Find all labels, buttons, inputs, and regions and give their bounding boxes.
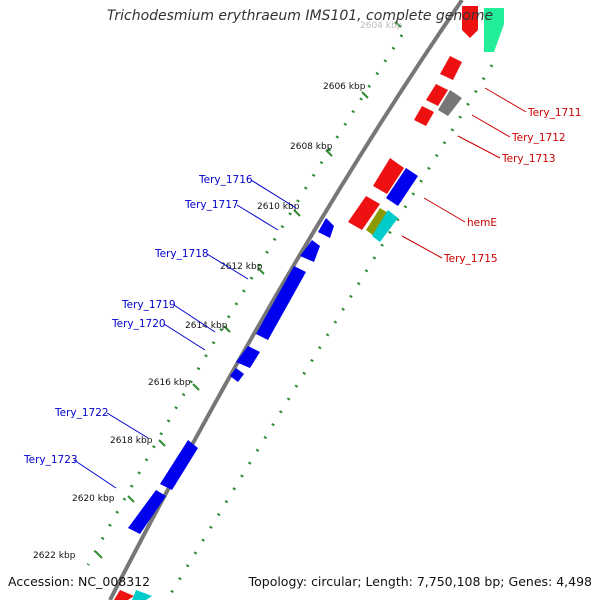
genome-stats: Topology: circular; Length: 7,750,108 bp… xyxy=(249,574,592,589)
label-line-tery-1715 xyxy=(401,235,443,259)
scale-label-2608: 2608 kbp xyxy=(290,142,333,152)
label-tery-1717[interactable]: Tery_1717 xyxy=(184,199,239,211)
label-line-tery-1718 xyxy=(206,253,249,280)
scale-label-2622: 2622 kbp xyxy=(33,551,76,561)
accession-value: NC_008312 xyxy=(78,574,151,589)
gene-forward-gray[interactable] xyxy=(438,90,462,116)
gene-reverse-1[interactable] xyxy=(318,218,334,238)
map-title: Trichodesmium erythraeum IMS101, complet… xyxy=(106,8,494,24)
gene-forward-bottom-1[interactable] xyxy=(114,590,134,600)
gene-forward-7[interactable] xyxy=(348,196,380,230)
genes-text: Genes: 4,498 xyxy=(508,574,592,589)
topology-text: Topology: circular; xyxy=(248,574,362,589)
label-tery-1712[interactable]: Tery_1712 xyxy=(511,132,566,144)
scale-tick-2620 xyxy=(127,495,135,503)
gene-reverse-3[interactable] xyxy=(256,266,306,340)
scale-label-2620: 2620 kbp xyxy=(72,494,115,504)
gene-reverse-2[interactable] xyxy=(300,240,320,262)
gene-forward-4[interactable] xyxy=(426,84,448,106)
scale-label-2612: 2612 kbp xyxy=(220,262,263,272)
scale-tick-2608 xyxy=(325,149,333,157)
reverse-genes xyxy=(128,218,334,534)
forward-gene-labels: Tery_1711 Tery_1712 Tery_1713 hemE Tery_… xyxy=(401,87,582,265)
scale-tick-2622 xyxy=(95,551,103,559)
label-line-tery-1713 xyxy=(457,135,501,159)
gene-forward-2[interactable] xyxy=(484,8,504,52)
label-line-tery-1712 xyxy=(471,114,511,138)
accession-info: Accession: NC_008312 xyxy=(8,574,150,589)
scale-label-2606: 2606 kbp xyxy=(323,82,366,92)
label-line-tery-1720 xyxy=(163,323,206,351)
gene-forward-cyan[interactable] xyxy=(372,210,398,242)
scale-tick-2614 xyxy=(223,325,231,333)
gene-reverse-5[interactable] xyxy=(230,368,244,382)
accession-label: Accession: xyxy=(8,574,75,589)
gene-reverse-7[interactable] xyxy=(128,490,166,534)
scale-tick-2616 xyxy=(192,383,200,391)
label-heme[interactable]: hemE xyxy=(467,217,497,229)
label-tery-1713[interactable]: Tery_1713 xyxy=(501,153,556,165)
gene-forward-1[interactable] xyxy=(462,6,478,38)
scale-label-2610: 2610 kbp xyxy=(257,202,300,212)
label-tery-1720[interactable]: Tery_1720 xyxy=(111,318,166,330)
gene-forward-5[interactable] xyxy=(414,106,434,126)
scale-tick-2610 xyxy=(293,209,301,217)
label-tery-1723[interactable]: Tery_1723 xyxy=(23,454,78,466)
scale-tick-2612 xyxy=(257,267,265,275)
gene-reverse-6[interactable] xyxy=(160,440,198,490)
gene-forward-bottom-2[interactable] xyxy=(132,590,152,600)
scale-label-2616: 2616 kbp xyxy=(148,378,191,388)
label-line-tery-1717 xyxy=(236,204,279,231)
label-line-tery-1722 xyxy=(106,412,149,439)
label-line-tery-1723 xyxy=(73,459,117,489)
label-tery-1722[interactable]: Tery_1722 xyxy=(54,407,109,419)
label-tery-1715[interactable]: Tery_1715 xyxy=(443,253,498,265)
gene-forward-6[interactable] xyxy=(373,158,404,194)
scale-label-2604: 2604 kbp xyxy=(360,21,403,31)
gene-reverse-4[interactable] xyxy=(236,346,260,368)
reverse-gene-labels: Tery_1716 Tery_1717 Tery_1718 Tery_1719 … xyxy=(23,174,297,489)
length-text: Length: 7,750,108 bp; xyxy=(365,574,505,589)
scale-tick-2606 xyxy=(361,91,369,99)
gene-forward-3[interactable] xyxy=(440,56,462,80)
scale-tick-2618 xyxy=(158,439,166,447)
scale-ticks: 2604 kbp 2606 kbp 2608 kbp 2610 kbp 2612… xyxy=(33,21,403,561)
label-tery-1716[interactable]: Tery_1716 xyxy=(198,174,253,186)
forward-genes xyxy=(114,6,504,600)
label-tery-1719[interactable]: Tery_1719 xyxy=(121,299,176,311)
label-line-tery-1719 xyxy=(173,304,216,333)
label-tery-1711[interactable]: Tery_1711 xyxy=(527,107,582,119)
gene-forward-hemE[interactable] xyxy=(386,168,418,206)
scale-label-2618: 2618 kbp xyxy=(110,436,153,446)
label-line-heme xyxy=(423,197,466,223)
label-line-tery-1711 xyxy=(484,87,527,113)
label-tery-1718[interactable]: Tery_1718 xyxy=(154,248,209,260)
scale-tick-2604 xyxy=(394,21,402,28)
gene-forward-olive[interactable] xyxy=(366,208,390,236)
label-line-tery-1716 xyxy=(250,179,297,209)
